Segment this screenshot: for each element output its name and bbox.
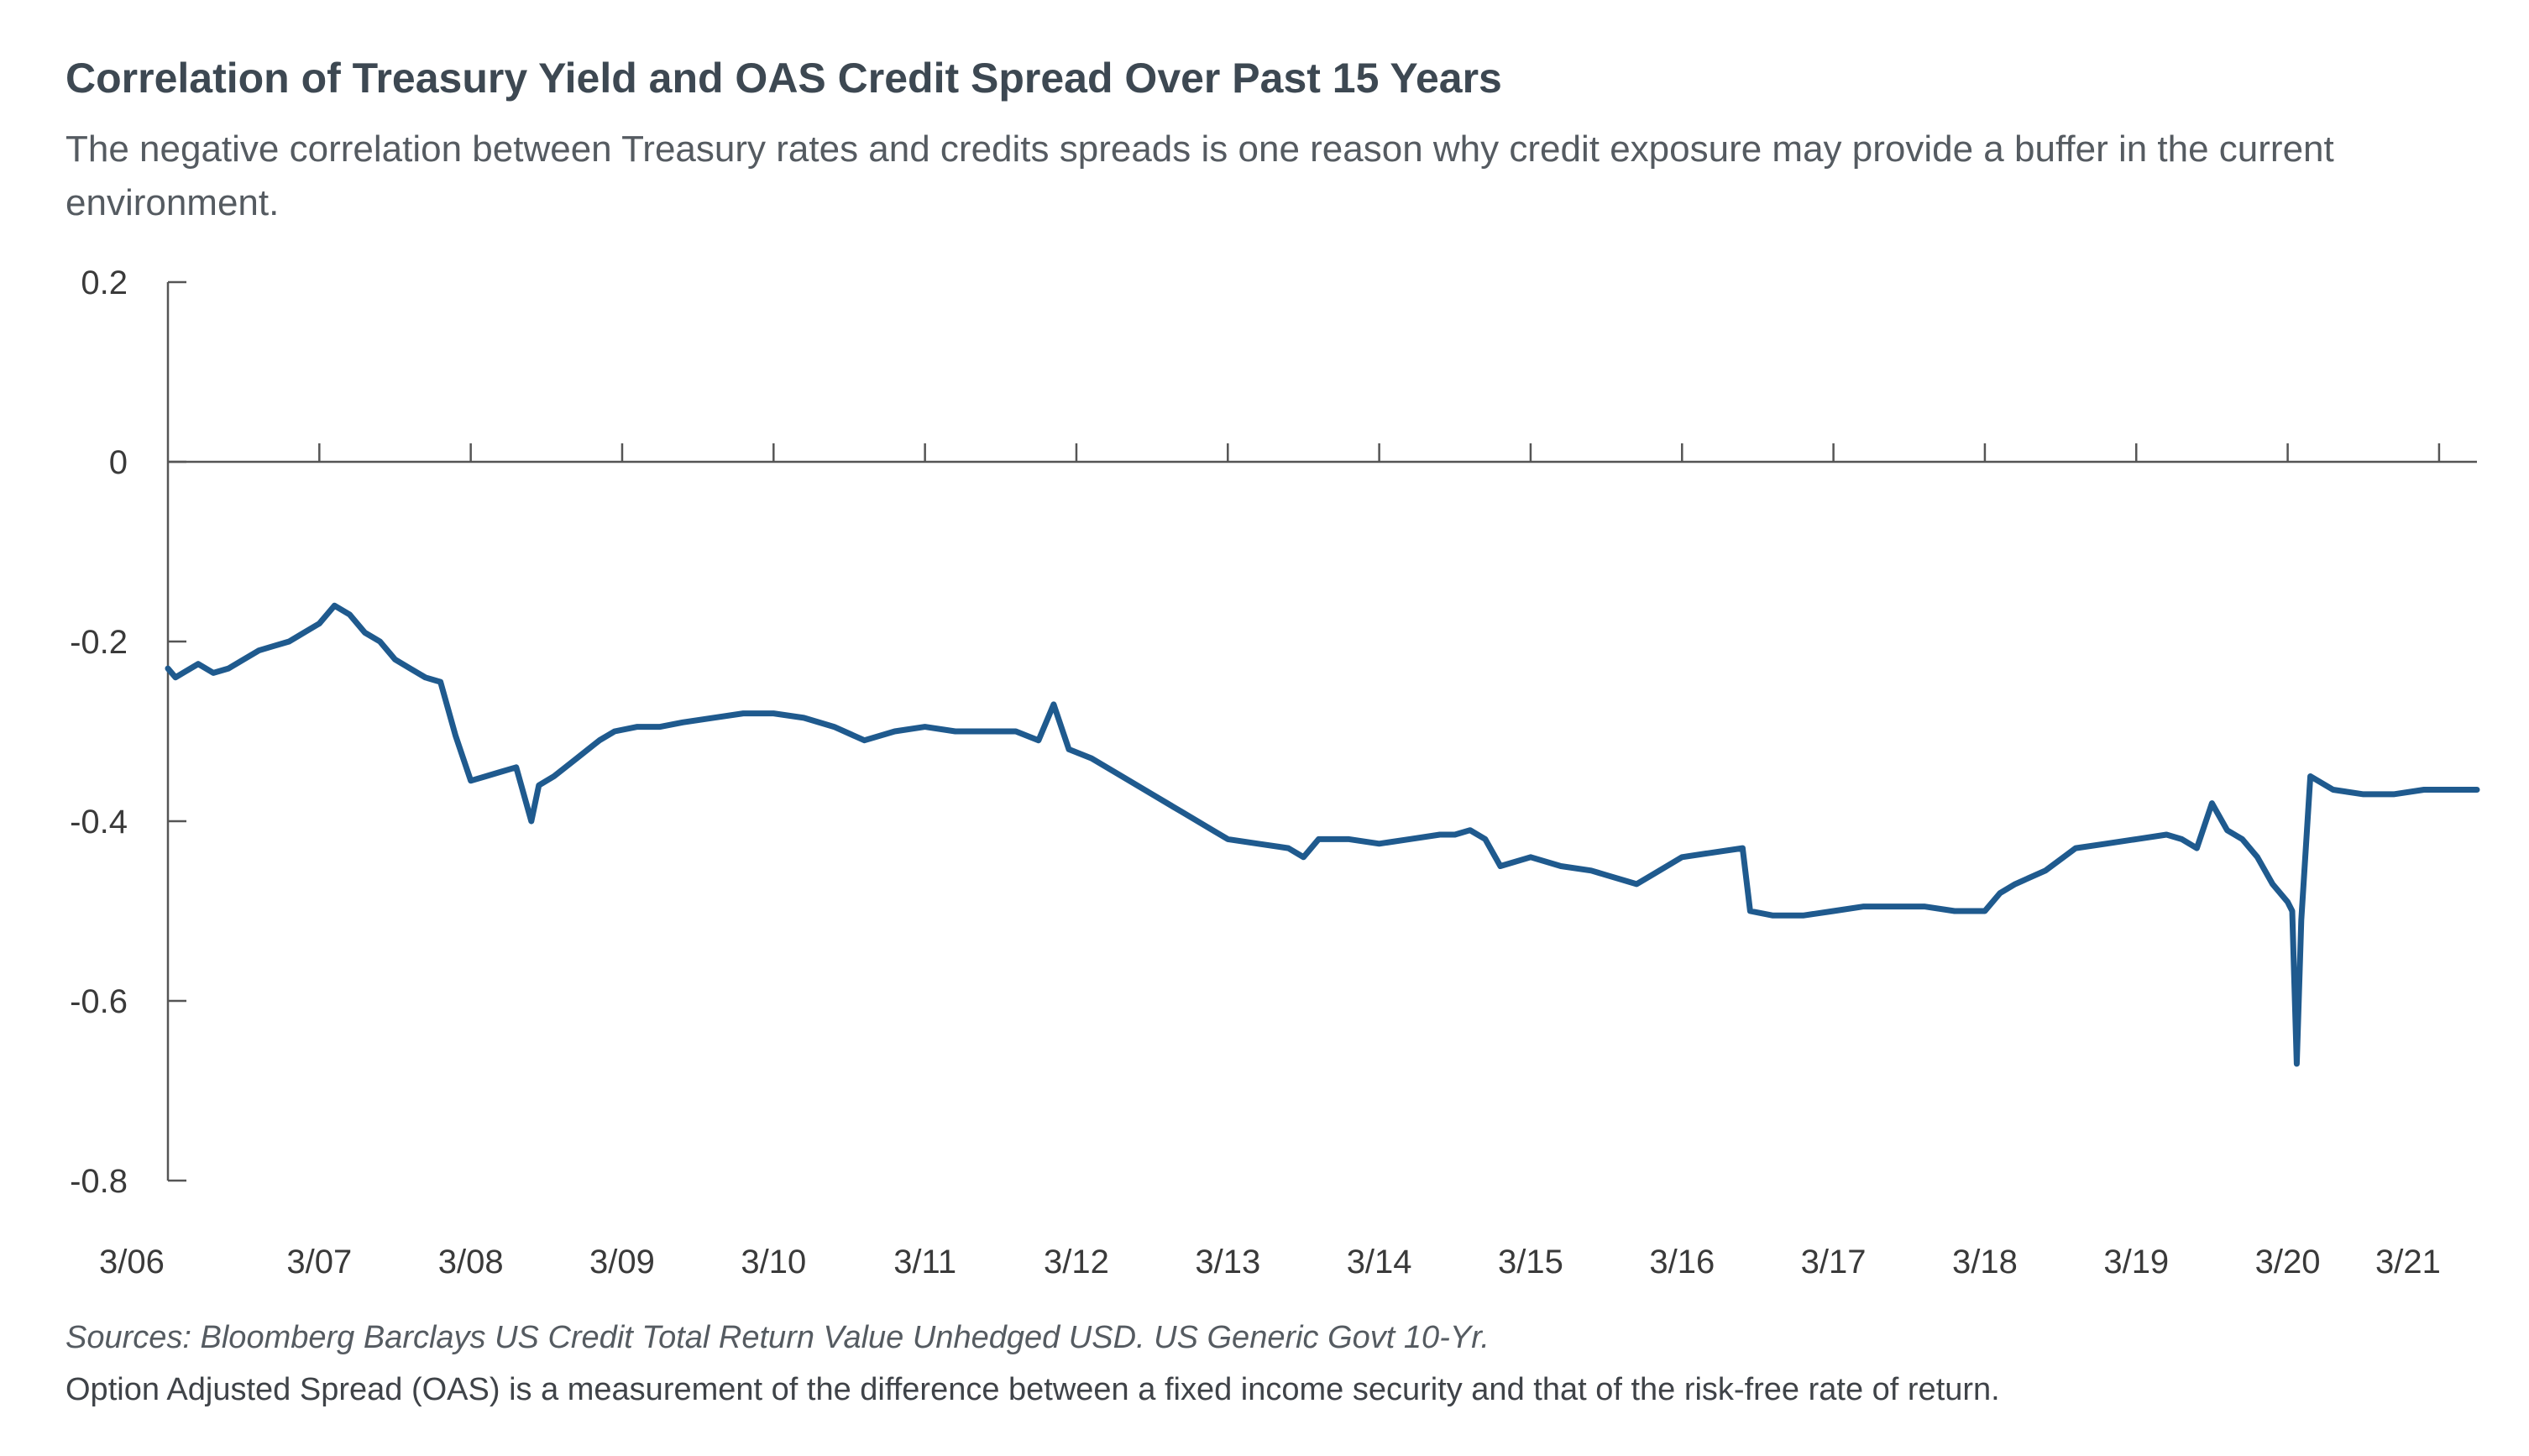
chart-plot: 0.2 0 -0.2 -0.4 -0.6 -0.8 3/06 3/07 3/08 3/09 3/10… (70, 264, 2480, 1281)
chart-subtitle: The negative correlation between Treasur… (65, 128, 2334, 223)
oas-definition-note: Option Adjusted Spread (OAS) is a measur… (65, 1372, 2000, 1407)
x-tick-label: 3/17 (1801, 1244, 1867, 1281)
x-tick-label: 3/19 (2103, 1244, 2169, 1281)
x-tick-label: 3/16 (1649, 1244, 1715, 1281)
x-tick-label: 3/20 (2255, 1244, 2321, 1281)
y-tick-label: 0 (109, 444, 128, 481)
x-tick-label: 3/13 (1195, 1244, 1260, 1281)
series-line-correlation (165, 602, 2480, 1067)
x-tick-label: 3/21 (2375, 1244, 2441, 1281)
x-tick-label: 3/10 (741, 1244, 806, 1281)
source-note: Sources: Bloomberg Barclays US Credit To… (65, 1320, 1490, 1355)
x-tick-label: 3/09 (589, 1244, 655, 1281)
x-tick-label: 3/14 (1347, 1244, 1412, 1281)
x-tick-label: 3/12 (1044, 1244, 1109, 1281)
x-tick-label: 3/18 (1952, 1244, 2018, 1281)
y-tick-label: -0.2 (70, 624, 128, 661)
x-tick-label: 3/11 (893, 1244, 956, 1281)
y-tick-label: -0.6 (70, 983, 128, 1020)
x-tick-label: 3/06 (99, 1244, 165, 1281)
x-tick-label: 3/08 (438, 1244, 504, 1281)
chart-title: Correlation of Treasury Yield and OAS Cr… (65, 55, 1502, 102)
y-tick-label: -0.8 (70, 1163, 128, 1200)
x-tick-label: 3/07 (286, 1244, 352, 1281)
y-tick-label: 0.2 (81, 264, 128, 301)
y-tick-label: -0.4 (70, 804, 128, 841)
x-tick-label: 3/15 (1498, 1244, 1563, 1281)
